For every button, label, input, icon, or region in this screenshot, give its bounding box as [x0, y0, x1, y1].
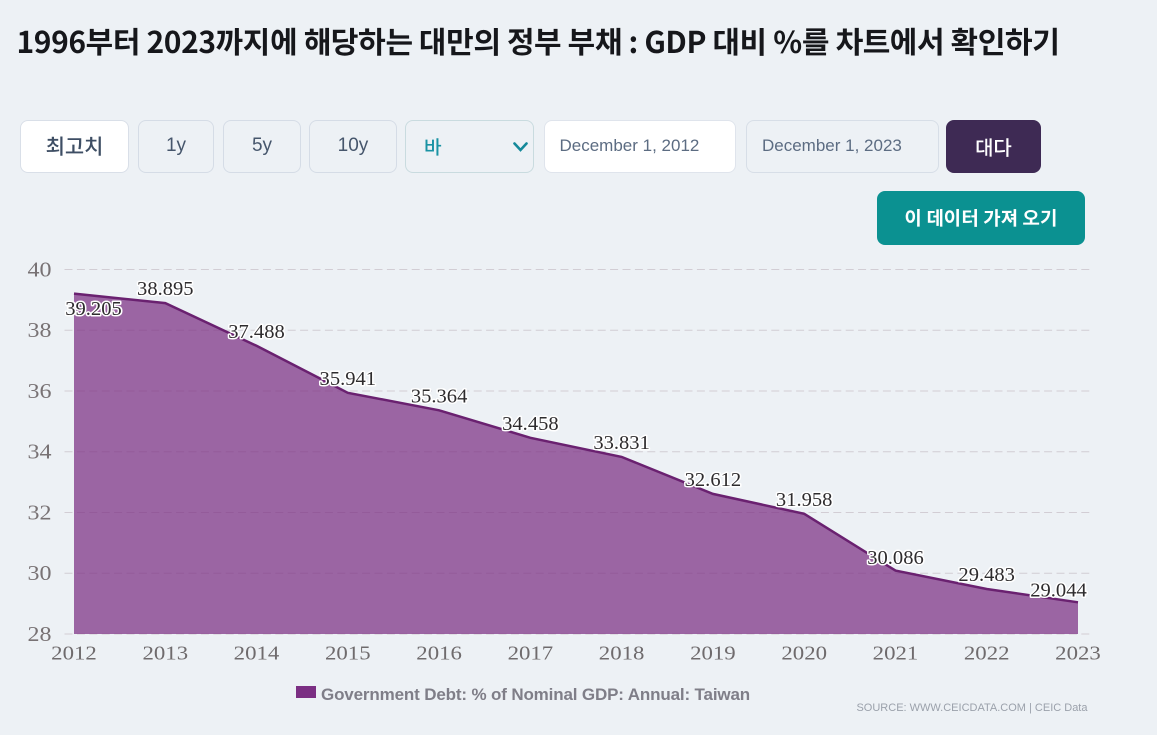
svg-text:2018: 2018 [599, 643, 645, 665]
svg-text:2022: 2022 [964, 643, 1010, 665]
svg-text:37.488: 37.488 [228, 321, 285, 343]
svg-text:34.458: 34.458 [502, 413, 559, 435]
svg-text:39.205: 39.205 [65, 298, 122, 320]
svg-text:30: 30 [28, 561, 52, 585]
svg-text:36: 36 [28, 379, 52, 403]
svg-text:32.612: 32.612 [685, 469, 742, 491]
svg-text:34: 34 [28, 440, 53, 464]
svg-text:2013: 2013 [143, 643, 189, 665]
svg-text:33.831: 33.831 [593, 432, 650, 454]
svg-text:40: 40 [28, 257, 52, 281]
svg-text:2017: 2017 [508, 643, 554, 665]
svg-text:38: 38 [28, 318, 52, 342]
svg-text:2012: 2012 [51, 643, 97, 665]
svg-text:32: 32 [28, 500, 52, 524]
svg-text:2021: 2021 [873, 643, 919, 665]
svg-text:28: 28 [28, 622, 52, 646]
svg-text:2016: 2016 [416, 643, 462, 665]
svg-text:29.483: 29.483 [958, 564, 1015, 586]
svg-text:38.895: 38.895 [137, 278, 194, 300]
svg-text:2014: 2014 [234, 643, 280, 665]
svg-text:2019: 2019 [690, 643, 736, 665]
svg-text:35.364: 35.364 [411, 385, 468, 407]
svg-text:31.958: 31.958 [776, 489, 833, 511]
svg-text:30.086: 30.086 [867, 547, 924, 569]
svg-text:2020: 2020 [781, 643, 827, 665]
svg-text:35.941: 35.941 [320, 368, 377, 390]
svg-text:29.044: 29.044 [1030, 579, 1087, 601]
svg-text:2015: 2015 [325, 643, 371, 665]
svg-text:2023: 2023 [1055, 643, 1101, 665]
